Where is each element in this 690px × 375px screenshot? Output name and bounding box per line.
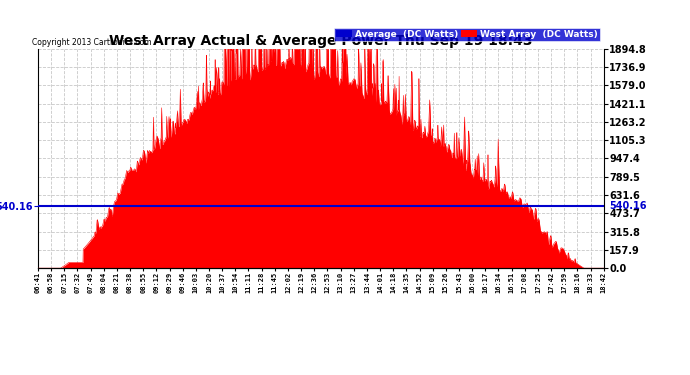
Text: Copyright 2013 Cartronics.com: Copyright 2013 Cartronics.com	[32, 38, 152, 46]
Text: 540.16: 540.16	[609, 201, 647, 211]
Legend: Average  (DC Watts), West Array  (DC Watts): Average (DC Watts), West Array (DC Watts…	[333, 28, 600, 41]
Title: West Array Actual & Average Power Thu Sep 19 18:43: West Array Actual & Average Power Thu Se…	[109, 34, 533, 48]
